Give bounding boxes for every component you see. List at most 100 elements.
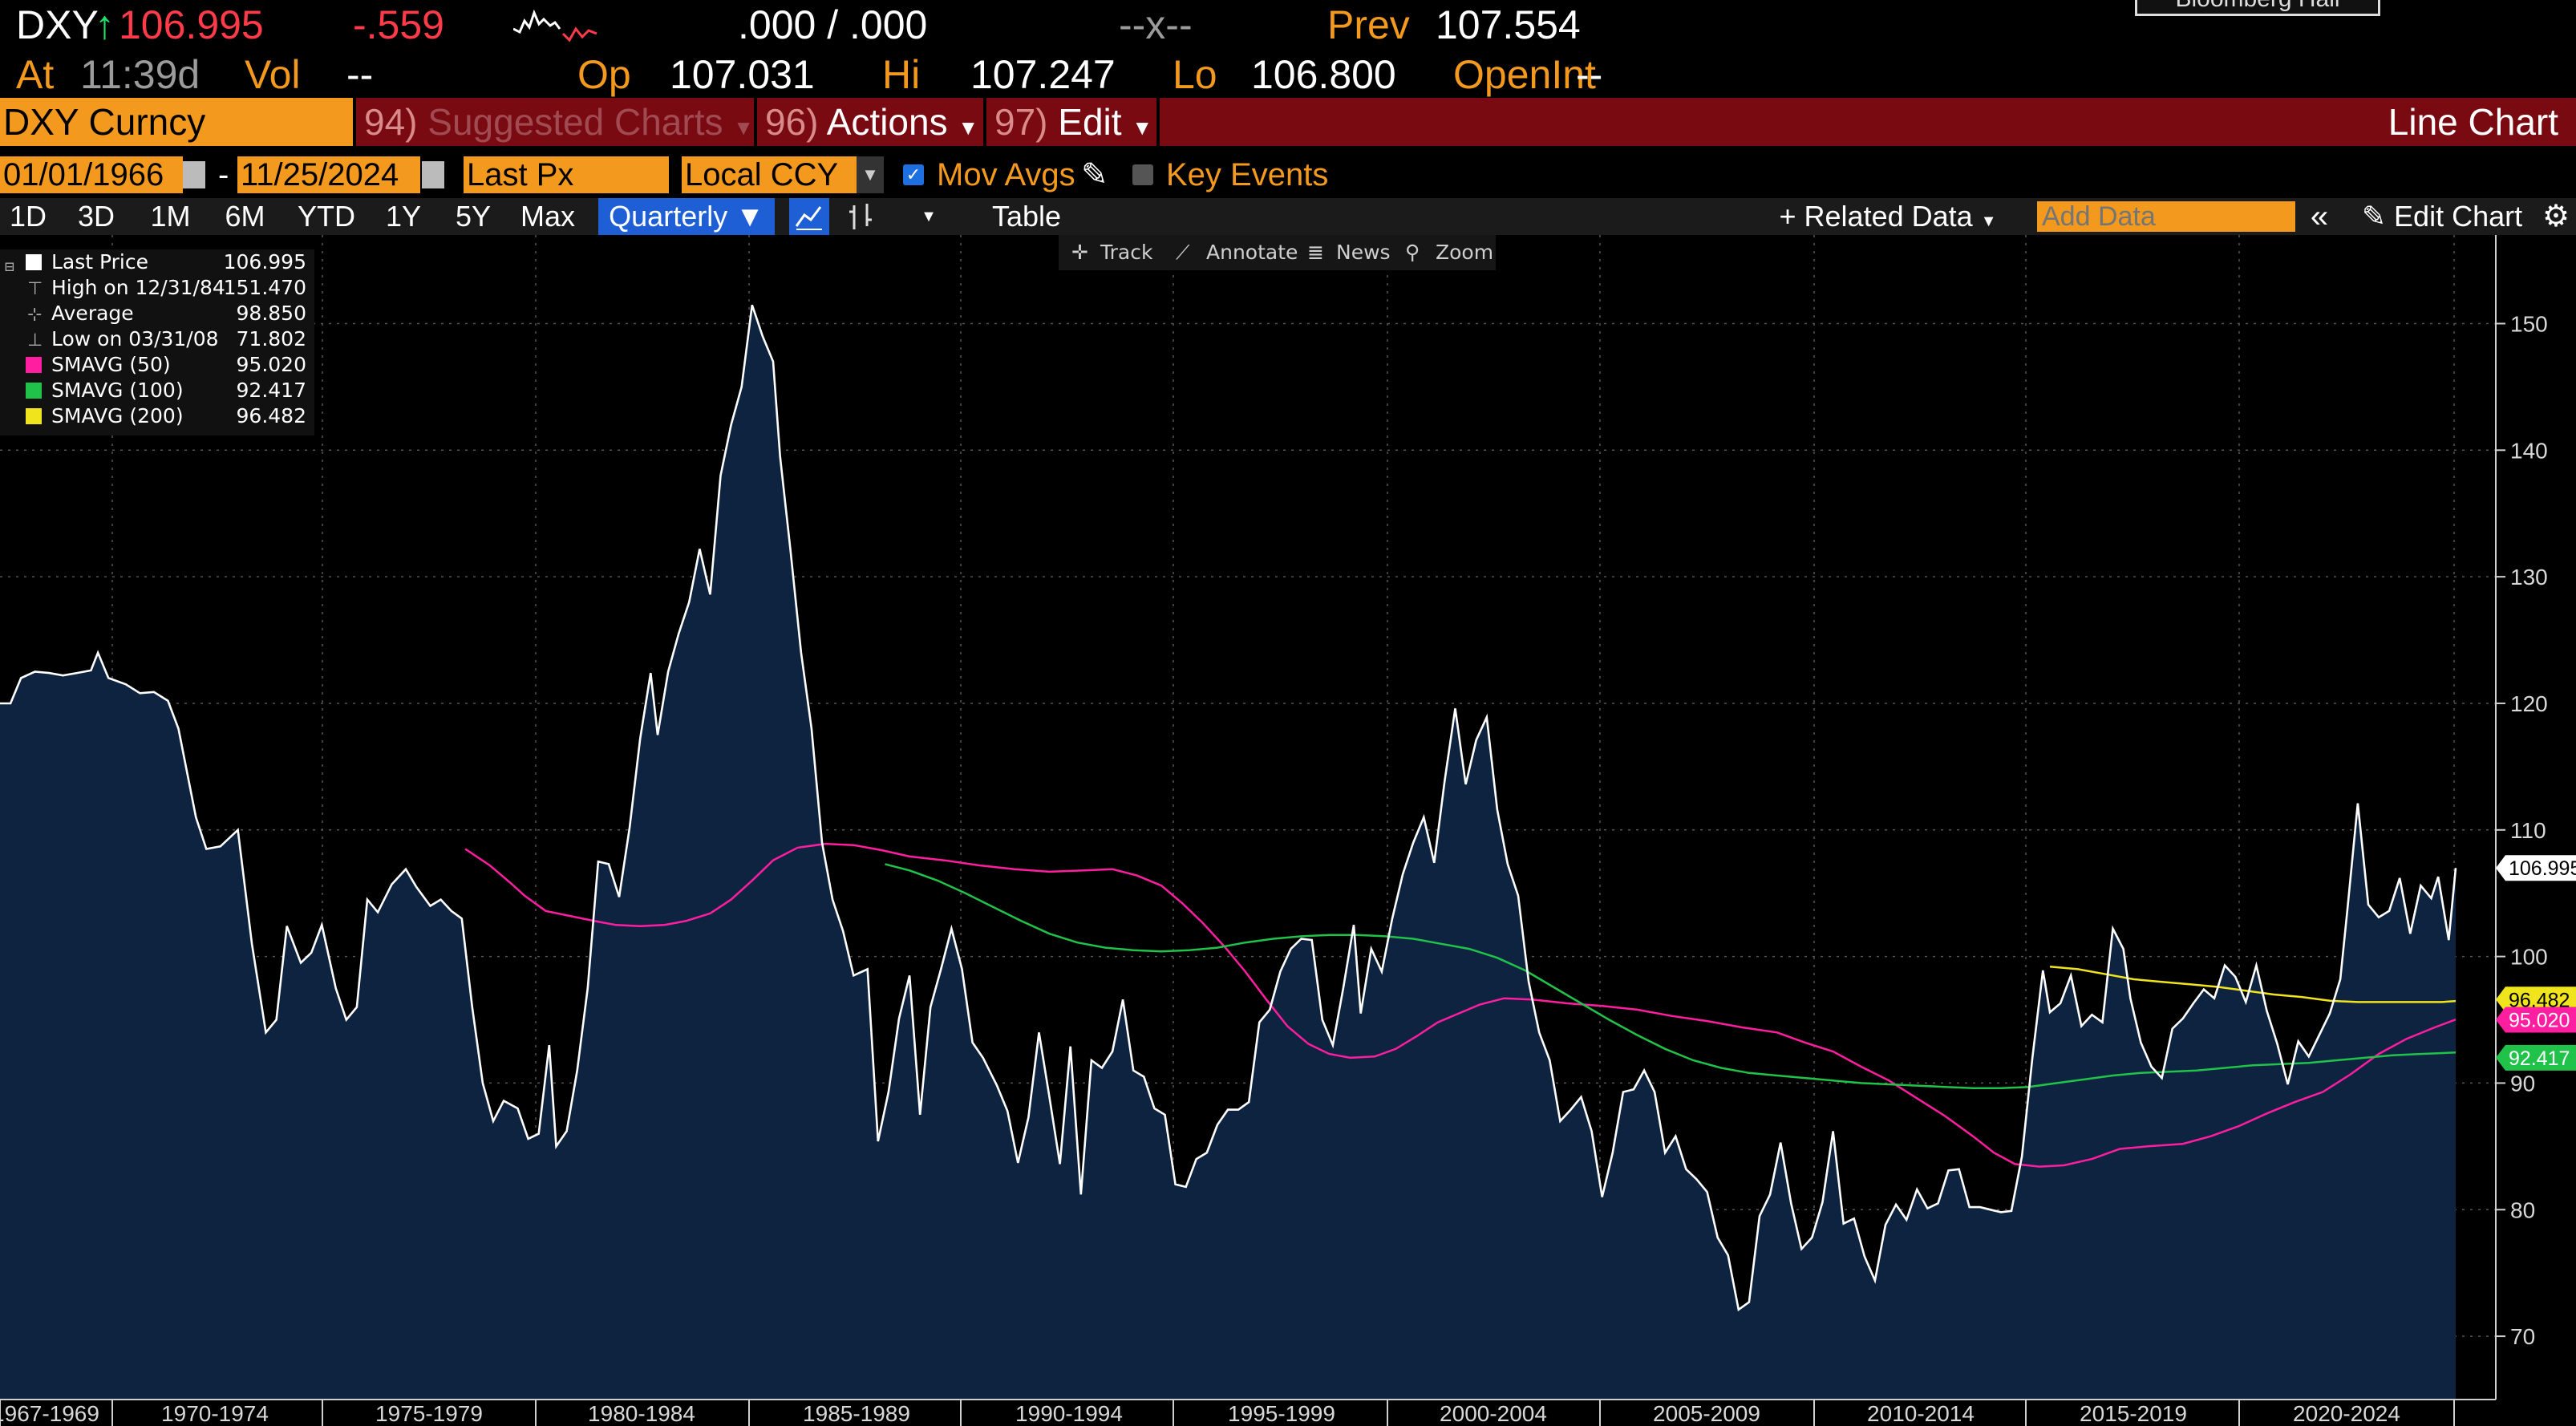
open-interest-label: OpenInt — [1453, 52, 1596, 97]
legend-swatch — [26, 383, 42, 399]
track-tool[interactable]: ✛ Track — [1071, 241, 1153, 264]
x-tick-label: 1970-1974 — [161, 1401, 269, 1426]
add-data-input[interactable] — [2037, 201, 2295, 232]
legend-value: 95.020 — [237, 353, 306, 376]
x-tick-label: 1990-1994 — [1015, 1401, 1123, 1426]
sparkline-icon — [513, 9, 597, 43]
actions-menu[interactable]: 96) Actions ▼ — [765, 98, 982, 146]
y-tick-label: 70 — [2510, 1324, 2535, 1349]
crosshair-icon: ✛ — [1071, 241, 1088, 264]
chart-style-dropdown-icon[interactable]: ▼ — [921, 208, 937, 225]
news-icon: ≣ — [1307, 241, 1324, 264]
gear-icon[interactable]: ⚙ — [2542, 200, 2570, 233]
news-tool-label: News — [1336, 241, 1391, 264]
period-3d-button[interactable]: 3D — [77, 200, 115, 233]
period-5y-button[interactable]: 5Y — [455, 200, 492, 233]
edit-menu[interactable]: 97) Edit ▼ — [994, 98, 1155, 146]
bar-chart-icon[interactable] — [840, 198, 881, 235]
line-chart-icon[interactable] — [789, 198, 829, 235]
edit-chart-button[interactable]: ✎ Edit Chart — [2351, 198, 2533, 235]
calendar-icon[interactable] — [183, 161, 205, 188]
mov-avgs-label: Mov Avgs — [937, 157, 1075, 192]
x-tick-label: 1980-1984 — [588, 1401, 695, 1426]
chart-legend: ⊟ Last Price 106.995 ⊤ High on 12/31/84151.… — [0, 249, 314, 435]
period-6m-button[interactable]: 6M — [225, 200, 265, 233]
open-interest: -- — [1576, 52, 1603, 97]
x-tick-label: 2015-2019 — [2080, 1401, 2187, 1426]
menu-divider — [983, 98, 986, 146]
legend-value: 106.995 — [224, 250, 306, 273]
period-ytd-button[interactable]: YTD — [298, 200, 355, 233]
annotate-tool-label: Annotate — [1206, 241, 1298, 264]
price-area-fill — [0, 305, 2456, 1400]
key-events-checkbox[interactable] — [1132, 164, 1153, 185]
legend-collapse-icon[interactable]: ⊟ — [5, 257, 14, 276]
y-tick-label: 100 — [2510, 945, 2548, 970]
suggested-charts-menu[interactable]: 94) Suggested Charts ▼ — [364, 98, 754, 146]
track-tool-label: Track — [1100, 241, 1153, 264]
legend-value: 71.802 — [237, 327, 306, 350]
last-price: 106.995 — [119, 2, 264, 47]
security-field[interactable]: DXY Curncy — [0, 98, 353, 146]
period-max-button[interactable]: Max — [520, 200, 575, 233]
news-tool[interactable]: ≣ News — [1307, 241, 1391, 264]
legend-value: 151.470 — [224, 276, 306, 299]
start-date-field[interactable]: 01/01/1966 — [0, 156, 183, 193]
x-tick-label: 2000-2004 — [1440, 1401, 1547, 1426]
ticker-symbol: DXY — [16, 2, 99, 47]
low-label: Lo — [1173, 52, 1217, 97]
vol-label: Vol — [245, 52, 301, 97]
open-label: Op — [577, 52, 631, 97]
prev-close: 107.554 — [1436, 2, 1581, 47]
currency-select[interactable]: Local CCY — [682, 156, 857, 193]
mov-avgs-checkbox[interactable]: ✓ — [903, 164, 924, 185]
legend-swatch — [26, 357, 42, 373]
value-tag-label: 92.417 — [2509, 1047, 2570, 1070]
dropdown-arrow-icon[interactable]: ▼ — [857, 156, 884, 193]
end-date-field[interactable]: 11/25/2024 — [237, 156, 420, 193]
period-1d-button[interactable]: 1D — [9, 200, 47, 233]
period-1m-button[interactable]: 1M — [150, 200, 191, 233]
y-tick-label: 110 — [2510, 818, 2546, 843]
value-tag-label: 106.995 — [2509, 857, 2576, 880]
value-tag — [2496, 1007, 2576, 1033]
price-field-select[interactable]: Last Px — [464, 156, 669, 193]
pencil-icon[interactable]: ✎ — [1081, 157, 1108, 192]
open-price: 107.031 — [670, 52, 815, 97]
value-tag-label: 95.020 — [2509, 1010, 2570, 1032]
chart-type-title: Line Chart — [2388, 101, 2558, 143]
key-events-label: Key Events — [1166, 157, 1329, 192]
legend-label: Low on 03/31/08 — [51, 327, 219, 350]
zoom-tool[interactable]: ⚲ Zoom — [1405, 241, 1493, 264]
range-bar: 01/01/1966 - 11/25/2024 Last Px Local CC… — [0, 156, 2576, 198]
calendar-icon[interactable] — [422, 161, 444, 188]
related-data-label: + Related Data — [1779, 200, 1973, 233]
legend-marker-icon: ⊥ — [27, 330, 43, 350]
bloomberg-hall-button[interactable]: Bloomberg Hall — [2135, 0, 2380, 16]
value-tag — [2496, 986, 2576, 1013]
chart-toolbar: ✛ Track ⟋ Annotate ≣ News ⚲ Zoom — [1059, 235, 1496, 270]
legend-value: 96.482 — [237, 404, 306, 427]
menu-divider — [1156, 98, 1160, 146]
actions-label: Actions — [826, 101, 948, 143]
table-button[interactable]: Table — [991, 200, 1062, 233]
related-data-button[interactable]: + Related Data ▼ — [1768, 198, 2008, 235]
magnifier-icon: ⚲ — [1405, 241, 1420, 264]
annotate-tool[interactable]: ⟋ Annotate — [1176, 241, 1298, 264]
value-tag — [2496, 855, 2576, 881]
suggested-charts-number: 94) — [364, 101, 418, 143]
legend-marker-icon: ⊤ — [27, 279, 43, 299]
edit-number: 97) — [994, 101, 1048, 143]
menu-divider — [754, 98, 757, 146]
price-chart[interactable]: 70 80 90 100 110 120 130 140 150 1967-1969 1970-1… — [0, 235, 2576, 1426]
bid-ask: .000 / .000 — [738, 2, 928, 47]
legend-label: SMAVG (200) — [51, 404, 184, 427]
dropdown-arrow-icon: ▼ — [1980, 213, 1997, 230]
legend-label: High on 12/31/84 — [51, 276, 225, 299]
bid-ask-size: --x-- — [1119, 2, 1193, 47]
double-chevron-left-icon[interactable]: « — [2310, 199, 2329, 234]
x-tick-label: 2020-2024 — [2293, 1401, 2400, 1426]
y-axis: 70 80 90 100 110 120 130 140 150 — [2496, 311, 2548, 1349]
frequency-dropdown[interactable]: Quarterly ▼ — [598, 198, 775, 235]
period-1y-button[interactable]: 1Y — [385, 200, 422, 233]
